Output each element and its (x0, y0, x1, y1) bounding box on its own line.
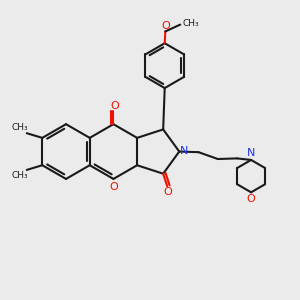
Text: CH₃: CH₃ (12, 123, 28, 132)
Text: N: N (180, 146, 189, 156)
Text: O: O (109, 182, 118, 192)
Text: O: O (110, 101, 119, 111)
Text: O: O (247, 194, 256, 204)
Text: O: O (161, 21, 170, 31)
Text: O: O (164, 187, 172, 197)
Text: CH₃: CH₃ (12, 171, 28, 180)
Text: CH₃: CH₃ (182, 19, 199, 28)
Text: N: N (247, 148, 256, 158)
